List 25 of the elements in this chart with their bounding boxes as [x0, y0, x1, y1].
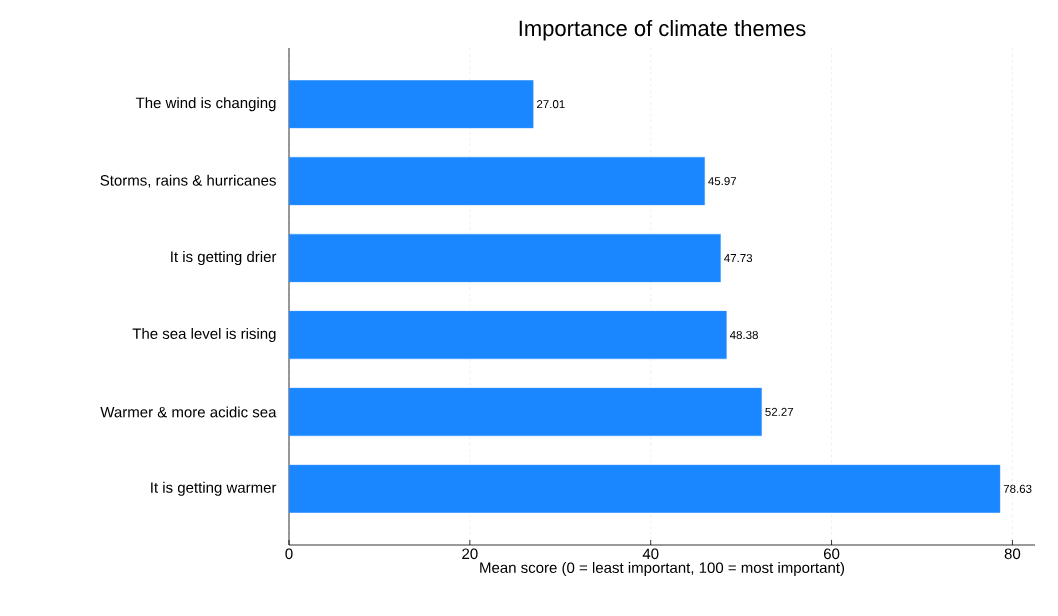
y-tick-label: The wind is changing [135, 97, 276, 112]
data-label: 52.27 [765, 407, 794, 416]
x-tick-label: 0 [285, 548, 293, 560]
data-label: 27.01 [537, 100, 565, 109]
data-label: 48.38 [729, 330, 758, 340]
data-label: 45.97 [708, 177, 737, 186]
x-tick-label: 60 [823, 548, 840, 560]
y-tick-label: It is getting warmer [151, 481, 277, 496]
bar [289, 464, 1001, 513]
x-tick-label: 80 [1004, 548, 1021, 560]
y-tick-label: Warmer & more acidic sea [100, 406, 277, 418]
chart-title: Importance of climate themes [519, 20, 806, 41]
bar [289, 80, 534, 129]
y-tick-label: Storms, rains & hurricanes [100, 174, 276, 188]
x-tick-label: 40 [642, 548, 659, 560]
bar [289, 387, 762, 436]
x-tick-label: 20 [462, 548, 478, 560]
bar [289, 310, 727, 360]
y-tick-label: The sea level is rising [132, 327, 276, 342]
bar [289, 157, 705, 206]
x-axis-title: Mean score (0 = least important, 100 = most important) [480, 561, 845, 576]
y-tick-label: It is getting drier [171, 251, 277, 266]
data-label: 47.73 [724, 253, 753, 263]
bar [289, 233, 721, 283]
data-label: 78.63 [1003, 484, 1032, 493]
